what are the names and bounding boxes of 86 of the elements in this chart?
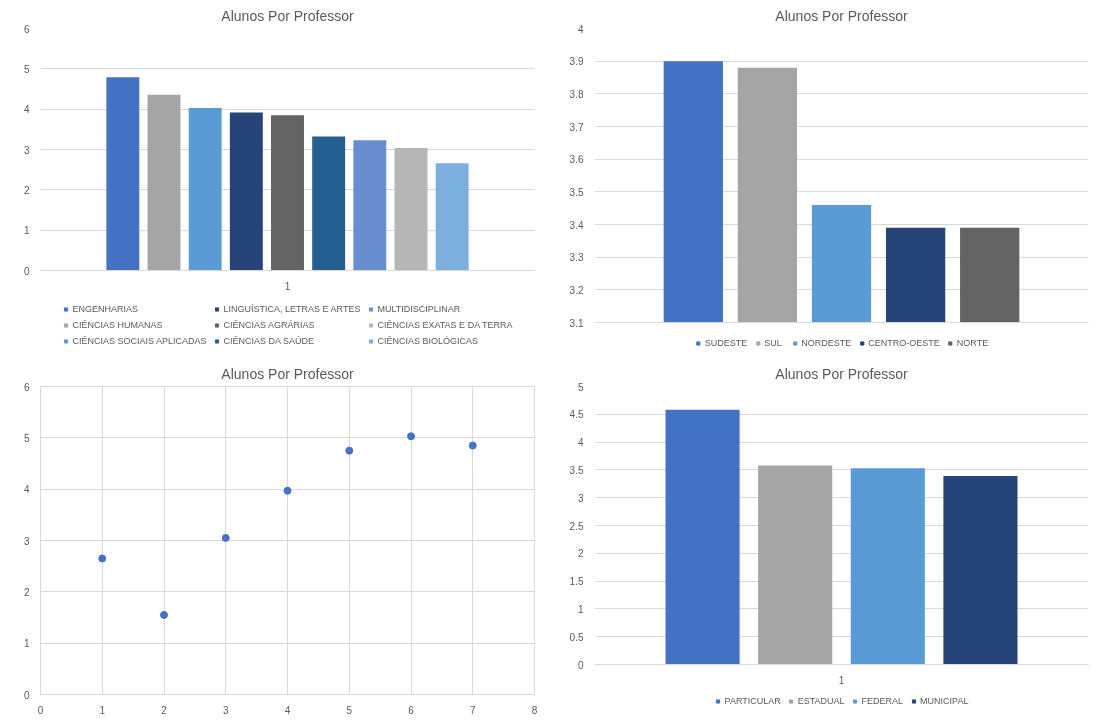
y-tick-label: 3.5 xyxy=(569,186,584,198)
y-tick-label: 5 xyxy=(577,381,584,393)
y-tick-label: 2 xyxy=(23,184,30,196)
y-tick-label: 3.2 xyxy=(569,284,584,296)
legend-label: CIÊNCIAS SOCIAIS APLICADAS xyxy=(72,336,207,346)
legend-label: CIÊNCIAS EXATAS E DA TERRA xyxy=(377,320,513,330)
legend-label: SUL xyxy=(764,338,783,348)
bar xyxy=(147,94,181,271)
legend-label: FEDERAL xyxy=(861,696,904,706)
legend-label: MUNICIPAL xyxy=(920,696,969,706)
x-tick-label: 8 xyxy=(531,704,538,716)
y-tick-label: 3.4 xyxy=(569,219,584,231)
x-tick-label: 1 xyxy=(99,704,106,716)
bar xyxy=(435,163,469,271)
x-tick-label: 7 xyxy=(469,704,476,716)
legend-label: CIÊNCIAS BIOLÓGICAS xyxy=(377,336,478,346)
chart-title: Alunos Por Professor xyxy=(775,365,908,382)
legend-label: CIÊNCIAS HUMANAS xyxy=(72,320,163,330)
y-tick-label: 3.9 xyxy=(569,56,584,68)
y-tick-label: 2.5 xyxy=(569,520,584,532)
y-tick-label: 1 xyxy=(577,603,584,615)
legend-label: PARTICULAR xyxy=(724,696,781,706)
x-tick-label: 4 xyxy=(284,704,291,716)
chart-title: Alunos Por Professor xyxy=(775,7,908,24)
y-tick-label: 2 xyxy=(23,586,30,598)
point xyxy=(345,446,354,455)
x-tick-label: 6 xyxy=(408,704,415,716)
y-tick-label: 4 xyxy=(577,437,584,449)
y-tick-label: 2 xyxy=(577,548,584,560)
y-tick-label: 1 xyxy=(23,225,30,237)
y-tick-label: 5 xyxy=(23,63,30,75)
y-tick-label: 3.1 xyxy=(569,317,584,329)
y-tick-label: 0 xyxy=(577,659,584,671)
legend-label: NORDESTE xyxy=(801,338,852,348)
y-tick-label: 3.6 xyxy=(569,154,584,166)
y-tick-label: 1.5 xyxy=(569,576,584,588)
legend-label: SUDESTE xyxy=(704,338,748,348)
y-tick-label: 5 xyxy=(23,432,30,444)
bar xyxy=(188,107,222,271)
y-tick-label: 3.7 xyxy=(569,121,584,133)
y-tick-label: 3 xyxy=(577,492,584,504)
y-tick-label: 0 xyxy=(23,265,30,277)
bar xyxy=(394,147,428,271)
legend-label: NORTE xyxy=(956,338,989,348)
point xyxy=(283,486,292,495)
legend-label: ESTADUAL xyxy=(797,696,845,706)
legend-label: MULTIDISCIPLINAR xyxy=(377,304,461,314)
y-tick-label: 6 xyxy=(23,381,30,393)
y-tick-label: 4 xyxy=(577,23,584,35)
point xyxy=(98,554,107,563)
point xyxy=(221,533,230,542)
bar xyxy=(271,115,304,271)
y-tick-label: 4 xyxy=(23,104,30,116)
y-tick-label: 6 xyxy=(23,23,30,35)
chart-title: Alunos Por Professor xyxy=(221,7,354,24)
bar xyxy=(312,136,346,271)
x-tick-label: 3 xyxy=(222,704,229,716)
y-tick-label: 3.3 xyxy=(569,252,584,264)
y-tick-label: 3 xyxy=(23,144,30,156)
bar xyxy=(943,476,1018,665)
bar xyxy=(665,409,740,665)
y-tick-label: 1 xyxy=(23,638,30,650)
legend-label: LINGUÍSTICA, LETRAS E ARTES xyxy=(223,304,361,314)
legend-label: CIÊNCIAS DA SAÚDE xyxy=(223,336,315,346)
y-tick-label: 4 xyxy=(23,484,30,496)
y-tick-label: 3.8 xyxy=(569,88,584,100)
x-tick-label: 5 xyxy=(346,704,353,716)
point xyxy=(160,610,168,619)
y-tick-label: 0.5 xyxy=(569,631,584,643)
bar xyxy=(229,112,263,271)
bar xyxy=(353,140,387,271)
bar xyxy=(758,465,833,665)
y-tick-label: 4.5 xyxy=(569,409,584,421)
point xyxy=(468,441,477,450)
bar xyxy=(106,77,140,271)
chart-title: Alunos Por Professor xyxy=(221,365,354,382)
legend-label: CENTRO-OESTE xyxy=(868,338,940,348)
legend-label: CIÊNCIAS AGRÁRIAS xyxy=(223,320,315,330)
x-tick-label: 2 xyxy=(161,704,168,716)
x-tick-label: 0 xyxy=(37,704,44,716)
y-tick-label: 3 xyxy=(23,535,30,547)
y-tick-label: 0 xyxy=(23,689,30,701)
legend-label: ENGENHARIAS xyxy=(72,304,139,314)
bar xyxy=(850,468,925,665)
point xyxy=(407,432,415,441)
y-tick-label: 3.5 xyxy=(569,464,584,476)
